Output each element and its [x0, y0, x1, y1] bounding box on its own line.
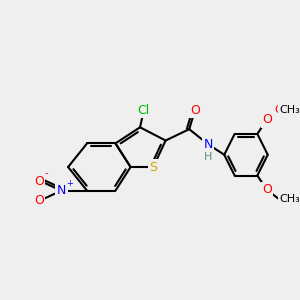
- Text: N: N: [57, 184, 66, 197]
- Text: CH₃: CH₃: [279, 194, 300, 204]
- Text: CH₃: CH₃: [279, 105, 300, 115]
- Text: S: S: [149, 160, 157, 173]
- Text: O: O: [190, 104, 200, 117]
- Text: +: +: [66, 179, 73, 188]
- Text: H: H: [204, 152, 212, 162]
- Text: O: O: [262, 113, 272, 126]
- Text: N: N: [203, 138, 213, 151]
- Text: O: O: [262, 183, 272, 196]
- Text: O: O: [34, 194, 44, 207]
- Text: O: O: [34, 175, 44, 188]
- Text: Cl: Cl: [138, 104, 150, 117]
- Text: -: -: [44, 169, 48, 178]
- Text: O: O: [275, 105, 284, 115]
